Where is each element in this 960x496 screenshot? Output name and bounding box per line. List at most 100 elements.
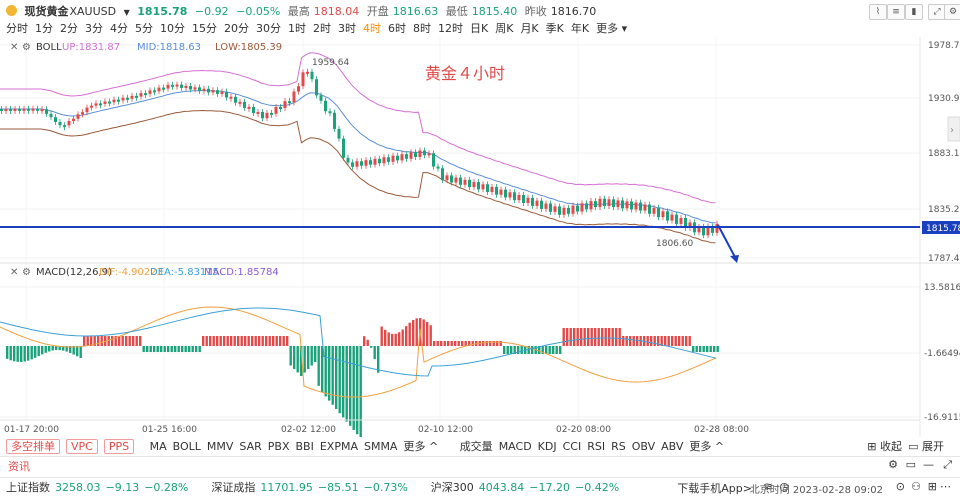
timeframe-5[interactable]: 5分 [135,22,153,35]
timeframe-20[interactable]: 季K [545,22,564,35]
clock: 北京时间 2023-02-28 09:02 [749,485,883,496]
user-icon[interactable]: ⚇ [911,480,921,493]
timeframe-18[interactable]: 周K [495,22,514,35]
grid-icon[interactable]: ⊞ [927,480,937,493]
quote-header: 现货黄金XAUUSD ▼ 1815.78 −0.92 −0.05% 最高 1818… [0,0,960,20]
toolbar-icon-2[interactable]: ≡ [887,4,905,20]
timeframe-0[interactable]: 分时 [6,22,28,35]
download-app-link[interactable]: 下载手机App> [677,482,752,495]
news-expand-icon[interactable]: ⤢ [943,458,952,471]
wifi-icon: ≋ [763,480,773,493]
symbol-name[interactable]: 现货黄金 [24,5,69,18]
main-indicator-4[interactable]: PBX [267,440,290,453]
price-tick-0: 1978.77 [928,41,960,51]
indicator-tag-0[interactable]: 多空排单 [6,439,60,454]
down-arrow-head [730,255,739,263]
timeframe-1[interactable]: 1分 [35,22,53,35]
timeframe-22[interactable]: 更多 ▾ [596,22,628,35]
timeframe-4[interactable]: 4分 [110,22,128,35]
indicator-tag-1[interactable]: VPC [66,439,98,454]
settings-icon[interactable]: ⚙ [944,4,960,20]
timeframe-19[interactable]: 月K [520,22,539,35]
macd-gear-icon[interactable]: ⚙ [22,267,31,278]
low-value: 1815.40 [471,5,518,18]
price-tick-4: 1787.47 [928,254,960,264]
gear-icon[interactable]: ⚙ [22,42,31,53]
sub-indicator-7[interactable]: ABV [661,440,684,453]
macd-dea: DEA:-5.83115 [150,267,219,278]
main-indicator-7[interactable]: SMMA [363,440,398,453]
timeframe-15[interactable]: 8时 [413,22,431,35]
timeframe-14[interactable]: 6时 [388,22,406,35]
timeframe-10[interactable]: 1时 [288,22,306,35]
time-tick-5: 02-28 08:00 [694,425,749,435]
timeframe-9[interactable]: 30分 [256,22,281,35]
record-icon[interactable]: ⊙ [895,480,905,493]
sub-indicator-4[interactable]: RSI [587,440,606,453]
main-indicator-8[interactable]: 更多 ^ [403,440,439,453]
sub-indicator-3[interactable]: CCI [562,440,582,453]
indicator-tag-2[interactable]: PPS [103,439,135,454]
index-quote-0[interactable]: 上证指数 3258.03 −9.13 −0.28% [6,481,189,494]
price-chart[interactable]: ✕ ⚙ BOLL UP:1831.87 MID:1818.63 LOW:1805… [0,37,960,437]
sub-indicator-6[interactable]: OBV [631,440,656,453]
macd-tick-1: -1.66494 [924,349,960,359]
chevron-down-icon[interactable]: ▼ [123,8,130,17]
close-panel-icon[interactable]: ✕ [10,42,18,53]
index-quote-1[interactable]: 深证成指 11701.95 −85.51 −0.73% [211,481,408,494]
time-tick-3: 02-10 12:00 [418,425,473,435]
macd-title[interactable]: MACD(12,26,9) [36,267,112,278]
timeframe-21[interactable]: 年K [570,22,590,35]
boll-mid-value: MID:1818.63 [137,42,201,53]
symbol-code[interactable]: XAUUSD [69,5,117,18]
sub-indicator-0[interactable]: 成交量 [459,440,493,453]
boll-lower-band [0,109,716,244]
news-settings-icon[interactable]: ⚙ [888,458,898,471]
sub-indicator-1[interactable]: MACD [498,440,532,453]
collapse-button[interactable]: ⊞ 收起 [867,440,902,453]
sub-indicator-2[interactable]: KDJ [537,440,557,453]
timeframe-2[interactable]: 2分 [60,22,78,35]
chevron-right-icon[interactable]: › [950,125,954,136]
timeframe-7[interactable]: 15分 [192,22,217,35]
news-tab[interactable]: 资讯 [8,460,30,473]
macd-dea-line [0,307,717,377]
sub-indicator-8[interactable]: 更多 ^ [689,440,725,453]
toolbar-icon-3[interactable]: ▮ [905,4,923,20]
timeframe-6[interactable]: 10分 [160,22,185,35]
dots-icon[interactable]: ⋯ [940,480,951,493]
sub-indicator-5[interactable]: RS [611,440,626,453]
boll-indicator-name[interactable]: BOLL [36,42,62,53]
main-indicator-3[interactable]: SAR [239,440,262,453]
last-price: 1815.78 [137,5,188,18]
toolbar-icon-1[interactable]: ⌇ [869,4,887,20]
timeframe-3[interactable]: 3分 [85,22,103,35]
main-indicator-2[interactable]: MMV [206,440,234,453]
timeframe-12[interactable]: 3时 [338,22,356,35]
main-indicator-6[interactable]: EXPMA [319,440,358,453]
timeframe-bar: 分时 1分 2分 3分 4分 5分 10分 15分 20分 30分 1时 2时 3时 4时 6时 8时 12时日… [0,20,960,37]
timeframe-8[interactable]: 20分 [224,22,249,35]
timeframe-11[interactable]: 2时 [313,22,331,35]
main-indicator-5[interactable]: BBI [295,440,314,453]
expand-button[interactable]: ▭ 展开 [908,440,944,453]
timeframe-13[interactable]: 4时 [363,22,381,35]
boll-upper-band [0,52,716,204]
scroll-arrows[interactable]: › [947,116,960,142]
macd-legend: ✕ ⚙ MACD(12,26,9) DIF:-4.90223 DEA:-5.83… [10,267,279,278]
price-change: −0.92 [194,5,229,18]
main-indicator-1[interactable]: BOLL [172,440,201,453]
timeframe-17[interactable]: 日K [470,22,489,35]
timeframe-16[interactable]: 12时 [438,22,463,35]
news-minimize-icon[interactable]: — [923,458,934,471]
time-tick-2: 02-02 12:00 [281,425,336,435]
macd-dif-line [0,306,717,398]
index-quote-2[interactable]: 沪深300 4043.84 −17.20 −0.42% [430,481,620,494]
main-indicator-0[interactable]: MA [149,440,167,453]
high-marker: 1959.64 [312,58,349,68]
prev-close-value: 1816.70 [550,5,597,18]
news-layout-icon[interactable]: ▭ [905,458,916,471]
close-macd-icon[interactable]: ✕ [10,267,18,278]
chart-grid [0,37,920,420]
status-bar: 上证指数 3258.03 −9.13 −0.28% 深证成指 11701.95 −85.51… [0,477,960,496]
